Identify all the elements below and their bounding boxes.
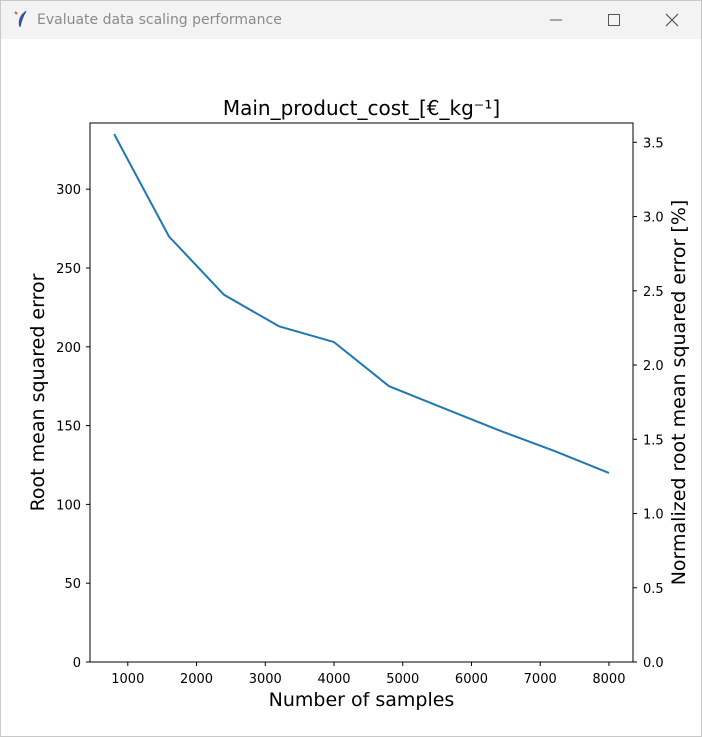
y-tick-label: 150	[56, 420, 81, 435]
title-bar[interactable]: Evaluate data scaling performance	[1, 1, 701, 39]
series-layer	[113, 133, 610, 474]
plot-frame	[89, 122, 634, 663]
y2-tick-label: 0.0	[643, 656, 664, 671]
maximize-button[interactable]	[585, 1, 643, 39]
x-tick-label: 7000	[524, 672, 557, 687]
y-tick-label: 300	[56, 183, 81, 198]
y2-tick-label: 3.5	[643, 136, 664, 151]
y2-tick-label: 3.0	[643, 211, 664, 226]
y2-tick-label: 0.5	[643, 582, 664, 597]
x-tick-label: 5000	[386, 672, 419, 687]
minimize-icon	[550, 19, 562, 21]
x-tick-label: 4000	[317, 672, 350, 687]
feather-icon	[13, 10, 31, 30]
y-axis-title: Root mean squared error	[27, 273, 49, 511]
chart-canvas: 1000 2000 3000 4000 5000 6000 7000 8000 0 50 100 15…	[27, 96, 690, 711]
ticks-layer: 1000 2000 3000 4000 5000 6000 7000 8000 0 50 100 15…	[56, 136, 664, 687]
series-line	[113, 133, 610, 474]
y-tick-label: 100	[56, 498, 81, 513]
y2-tick-label: 2.0	[643, 359, 664, 374]
x-axis-title: Number of samples	[269, 689, 455, 711]
close-icon	[665, 13, 679, 27]
y-tick-label: 200	[56, 341, 81, 356]
y-tick-label: 250	[56, 262, 81, 277]
x-tick-label: 6000	[455, 672, 488, 687]
y2-tick-label: 1.0	[643, 508, 664, 523]
x-tick-label: 8000	[592, 672, 625, 687]
axes-layer	[89, 122, 634, 663]
maximize-icon	[608, 14, 620, 26]
y-tick-label: 0	[73, 656, 81, 671]
y-tick-label: 50	[64, 577, 81, 592]
window-title: Evaluate data scaling performance	[37, 12, 282, 28]
x-tick-label: 2000	[180, 672, 213, 687]
chart-title: Main_product_cost_[€_kg⁻¹]	[223, 96, 500, 120]
y2-axis-title: Normalized root mean squared error [%]	[668, 200, 690, 586]
y2-tick-label: 2.5	[643, 285, 664, 300]
minimize-button[interactable]	[527, 1, 585, 39]
x-tick-label: 3000	[249, 672, 282, 687]
close-button[interactable]	[643, 1, 701, 39]
x-tick-label: 1000	[111, 672, 144, 687]
y2-tick-label: 1.5	[643, 433, 664, 448]
